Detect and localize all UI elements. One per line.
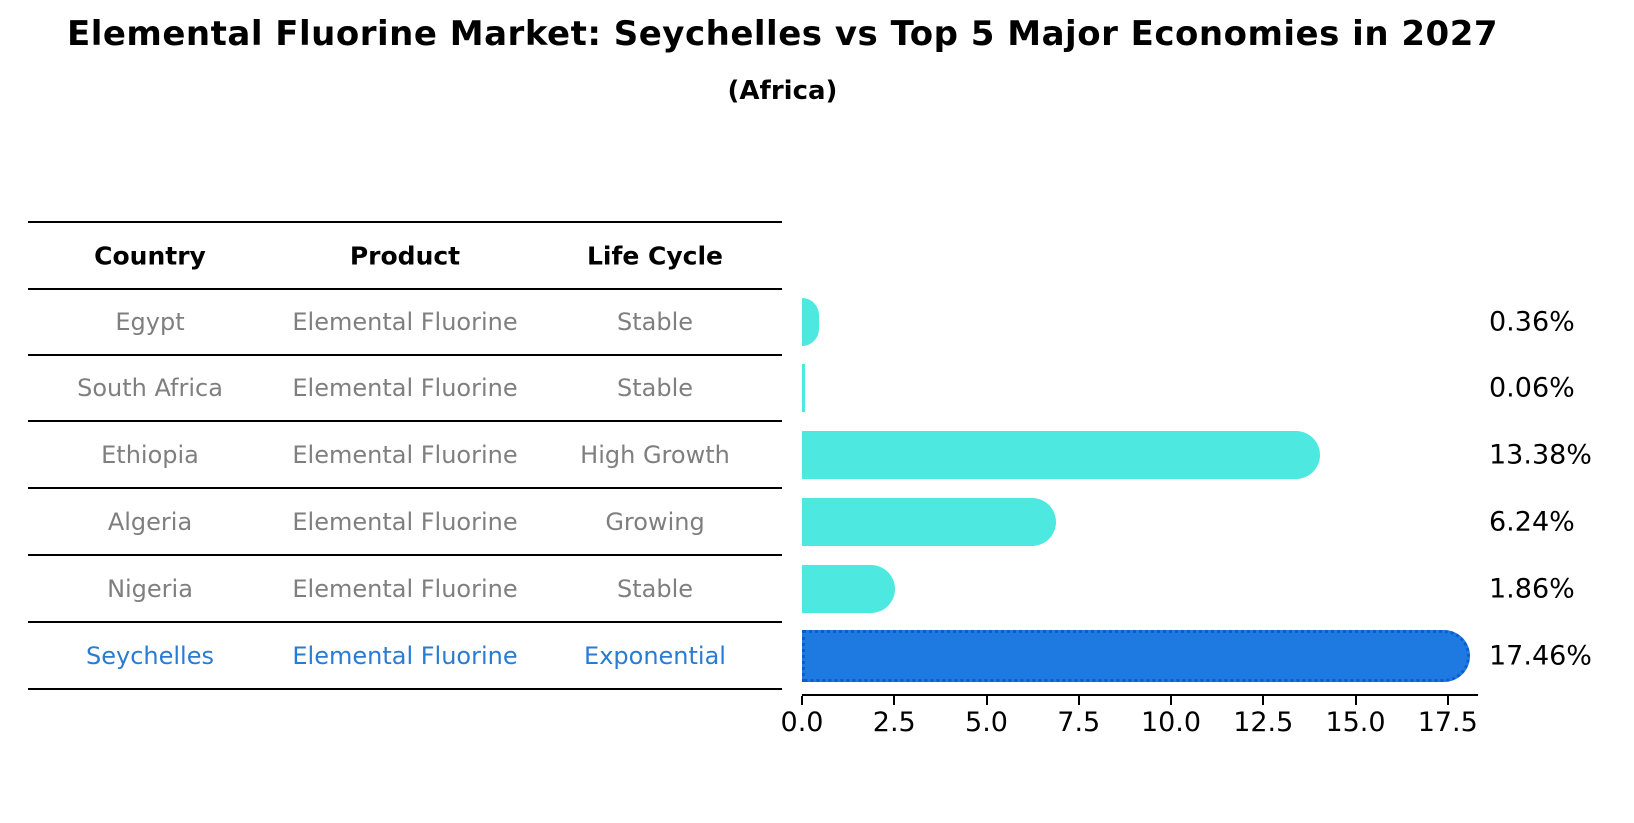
table-cell-life_cycle: High Growth [580, 440, 730, 469]
table-rule [28, 221, 782, 223]
x-axis-tick-label: 10.0 [1140, 707, 1202, 738]
bar-country-4 [802, 564, 895, 613]
value-label: 0.36% [1489, 306, 1575, 338]
chart-title: Elemental Fluorine Market: Seychelles vs… [66, 14, 1499, 54]
x-axis-tick-label: 0.0 [780, 707, 824, 738]
bar-country-0 [802, 298, 819, 346]
table-cell-life_cycle: Stable [616, 308, 694, 336]
x-axis-tick [1354, 696, 1357, 705]
x-axis-tick-label: 12.5 [1233, 707, 1294, 738]
table-cell-product: Elemental Fluorine [292, 574, 518, 603]
table-rule [28, 487, 782, 489]
bar-country-3 [802, 497, 1056, 546]
table-cell-product: Elemental Fluorine [292, 308, 518, 336]
value-label: 13.38% [1489, 439, 1592, 470]
x-axis-tick [893, 696, 896, 705]
bar-country-1 [802, 364, 805, 412]
x-axis-tick [1170, 696, 1172, 705]
x-axis-tick-label: 17.5 [1417, 707, 1478, 738]
bar-country-5 [802, 629, 1470, 682]
table-cell-product: Elemental Fluorine [292, 641, 518, 670]
table-cell-product: Elemental Fluorine [292, 440, 518, 469]
value-label: 1.86% [1489, 573, 1575, 604]
column-header-life_cycle: Life Cycle [586, 241, 724, 270]
x-axis-tick [1262, 696, 1265, 705]
x-axis-tick-label: 2.5 [872, 707, 916, 738]
table-rule [28, 420, 782, 422]
value-label: 6.24% [1489, 506, 1575, 537]
x-axis-tick-label: 5.0 [965, 707, 1008, 738]
x-axis-tick [801, 696, 803, 705]
bar-country-2 [802, 430, 1320, 479]
table-rule [28, 688, 782, 690]
table-rule [28, 288, 782, 290]
table-cell-country: Algeria [107, 507, 193, 536]
table-cell-country: Nigeria [107, 574, 193, 603]
x-axis-tick-label: 15.0 [1325, 707, 1386, 738]
value-label: 0.06% [1489, 372, 1575, 404]
chart-subtitle: (Africa) [727, 76, 838, 106]
table-cell-life_cycle: Growing [605, 507, 705, 536]
table-cell-product: Elemental Fluorine [292, 507, 518, 536]
table-cell-life_cycle: Stable [616, 574, 694, 603]
table-rule [28, 354, 782, 356]
table-cell-country: Ethiopia [101, 440, 199, 469]
x-axis-tick-label: 7.5 [1057, 707, 1101, 738]
column-header-product: Product [349, 241, 461, 270]
x-axis-tick [985, 696, 988, 705]
x-axis-tick [1446, 696, 1449, 705]
table-cell-product: Elemental Fluorine [292, 374, 518, 402]
table-rule [28, 621, 782, 623]
table-cell-country: South Africa [77, 374, 223, 402]
x-axis-line [802, 694, 1478, 696]
table-cell-life_cycle: Stable [616, 374, 694, 402]
table-rule [28, 554, 782, 556]
x-axis-tick [1077, 696, 1080, 705]
column-header-country: Country [94, 241, 206, 270]
table-cell-life_cycle: Exponential [584, 641, 726, 670]
table-cell-country: Seychelles [86, 641, 214, 670]
value-label: 17.46% [1489, 640, 1592, 671]
table-cell-country: Egypt [115, 308, 185, 336]
